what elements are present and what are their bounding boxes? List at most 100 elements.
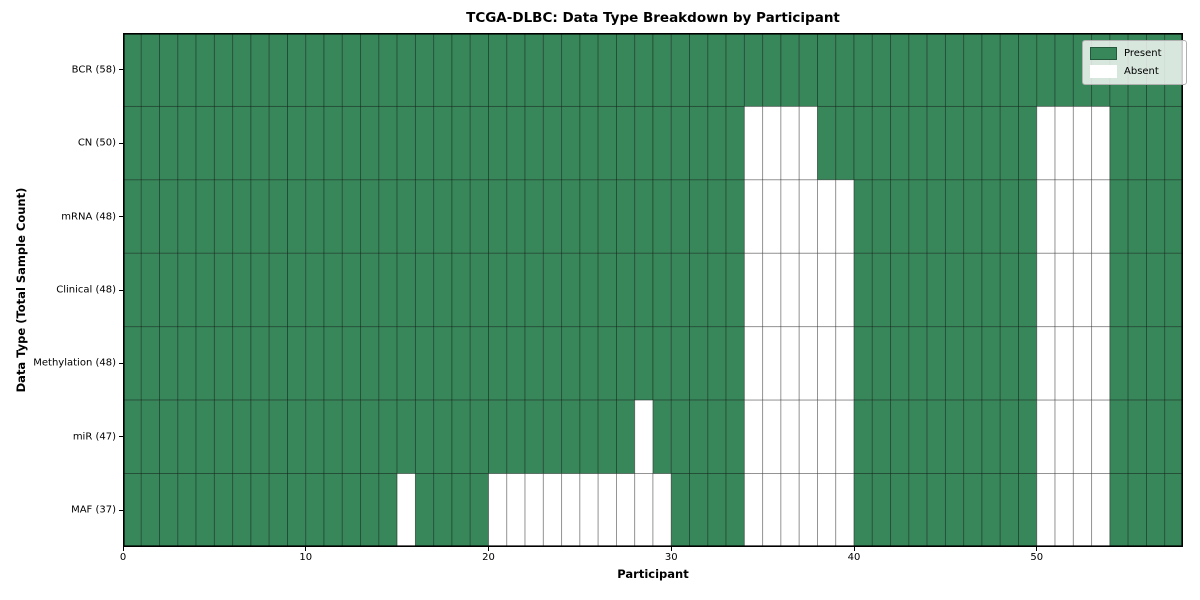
cell-Methylation-50	[1036, 326, 1056, 401]
cell-Methylation-4	[195, 326, 215, 401]
cell-Methylation-44	[926, 326, 946, 401]
cell-BCR-41	[871, 33, 892, 107]
cell-Clinical-45	[944, 252, 965, 328]
cell-mRNA-29	[652, 179, 672, 254]
cell-BCR-46	[963, 33, 983, 107]
cell-miR-39	[835, 399, 855, 475]
cell-MAF-15	[396, 473, 416, 547]
cell-BCR-18	[451, 33, 471, 107]
cell-BCR-6	[232, 33, 252, 107]
cell-Clinical-23	[542, 252, 563, 328]
y-tick-mark-Methylation	[119, 362, 123, 364]
cell-miR-35	[762, 399, 782, 475]
cell-MAF-56	[1146, 473, 1166, 547]
cell-mRNA-20	[488, 179, 508, 254]
cell-BCR-34	[743, 33, 764, 107]
x-tick-label-20: 20	[482, 552, 495, 563]
present-swatch-icon	[1090, 47, 1117, 60]
cell-mRNA-6	[232, 179, 252, 254]
legend-entry-absent: Absent	[1090, 65, 1178, 78]
cell-miR-13	[360, 399, 380, 475]
cell-mRNA-54	[1109, 179, 1129, 254]
cell-BCR-49	[1018, 33, 1038, 107]
cell-MAF-23	[542, 473, 563, 547]
cell-CN-20	[488, 105, 508, 181]
cell-Clinical-7	[250, 252, 270, 328]
cell-miR-9	[287, 399, 307, 475]
cell-MAF-10	[305, 473, 325, 547]
axes-frame	[123, 33, 1183, 547]
cell-Clinical-10	[305, 252, 325, 328]
cell-CN-35	[762, 105, 782, 181]
cell-miR-25	[579, 399, 599, 475]
cell-BCR-16	[414, 33, 435, 107]
cell-Methylation-17	[433, 326, 453, 401]
cell-miR-43	[908, 399, 928, 475]
cell-Clinical-26	[597, 252, 617, 328]
cell-Methylation-25	[579, 326, 599, 401]
cell-MAF-11	[323, 473, 343, 547]
cell-Clinical-3	[177, 252, 197, 328]
cell-mRNA-27	[616, 179, 636, 254]
cell-CN-2	[159, 105, 179, 181]
cell-Clinical-9	[287, 252, 307, 328]
cell-miR-21	[506, 399, 526, 475]
cell-mRNA-15	[396, 179, 416, 254]
cell-MAF-9	[287, 473, 307, 547]
cell-mRNA-0	[123, 179, 142, 254]
cell-BCR-35	[762, 33, 782, 107]
cell-MAF-57	[1164, 473, 1183, 547]
cell-Methylation-19	[469, 326, 489, 401]
cell-CN-57	[1164, 105, 1183, 181]
cell-Methylation-23	[542, 326, 563, 401]
absent-swatch-icon	[1090, 65, 1117, 78]
cell-Clinical-5	[213, 252, 234, 328]
y-tick-label-miR: miR (47)	[72, 431, 116, 443]
cell-MAF-43	[908, 473, 928, 547]
cell-BCR-20	[488, 33, 508, 107]
cell-Methylation-7	[250, 326, 270, 401]
cell-MAF-29	[652, 473, 672, 547]
cell-MAF-2	[159, 473, 179, 547]
cell-miR-33	[725, 399, 745, 475]
cell-MAF-8	[268, 473, 288, 547]
cell-miR-1	[140, 399, 161, 475]
cell-Clinical-15	[396, 252, 416, 328]
cell-Clinical-0	[123, 252, 142, 328]
cell-BCR-14	[378, 33, 398, 107]
cell-mRNA-30	[670, 179, 691, 254]
cell-Clinical-56	[1146, 252, 1166, 328]
y-tick-mark-BCR	[119, 69, 123, 71]
cell-MAF-0	[123, 473, 142, 547]
cell-CN-56	[1146, 105, 1166, 181]
cell-MAF-36	[780, 473, 800, 547]
cell-Methylation-29	[652, 326, 672, 401]
cell-CN-13	[360, 105, 380, 181]
cell-BCR-44	[926, 33, 946, 107]
y-tick-label-Clinical: Clinical (48)	[56, 284, 116, 296]
cell-miR-15	[396, 399, 416, 475]
cell-MAF-4	[195, 473, 215, 547]
cell-Clinical-32	[707, 252, 727, 328]
cell-BCR-31	[689, 33, 709, 107]
cell-BCR-47	[981, 33, 1001, 107]
cell-Methylation-15	[396, 326, 416, 401]
cell-CN-0	[123, 105, 142, 181]
cell-mRNA-28	[634, 179, 654, 254]
x-tick-label-0: 0	[119, 552, 127, 563]
cell-miR-26	[597, 399, 617, 475]
cell-miR-29	[652, 399, 672, 475]
cell-mRNA-1	[140, 179, 161, 254]
cell-Methylation-0	[123, 326, 142, 401]
cell-miR-12	[341, 399, 362, 475]
cell-miR-18	[451, 399, 471, 475]
x-tick-mark-0	[122, 547, 124, 551]
cell-mRNA-46	[963, 179, 983, 254]
cell-miR-22	[524, 399, 544, 475]
cell-MAF-37	[798, 473, 818, 547]
cell-CN-1	[140, 105, 161, 181]
legend: Present Absent	[1082, 40, 1187, 85]
cell-MAF-3	[177, 473, 197, 547]
cell-miR-4	[195, 399, 215, 475]
